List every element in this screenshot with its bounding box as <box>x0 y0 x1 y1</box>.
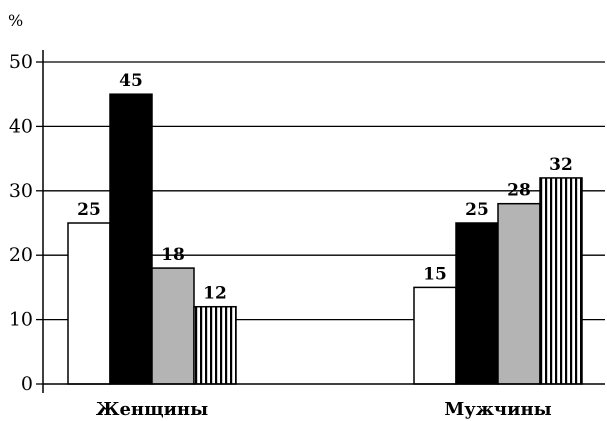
data-label: 28 <box>507 181 531 201</box>
bar-2-3 <box>497 202 541 385</box>
bar-1-2 <box>109 93 153 385</box>
data-labels: 25 45 18 12 15 25 28 32 <box>77 71 573 304</box>
y-axis-unit-label: % <box>8 11 23 30</box>
bars <box>67 93 583 385</box>
x-category-label: Мужчины <box>444 399 551 420</box>
bar-1-1 <box>67 222 111 385</box>
x-category-label: Женщины <box>96 399 208 420</box>
bar-1-4 <box>193 305 237 385</box>
data-label: 45 <box>119 71 143 91</box>
data-label: 25 <box>77 200 101 220</box>
bar-1-3 <box>151 267 195 385</box>
axes <box>42 50 605 393</box>
data-label: 25 <box>465 200 489 220</box>
data-label: 15 <box>423 264 447 284</box>
y-axis-ticks: 0 10 20 30 40 50 <box>9 51 43 395</box>
bar-2-4 <box>539 177 583 385</box>
data-label: 18 <box>161 245 185 265</box>
y-tick-label: 0 <box>21 373 33 395</box>
y-tick-label: 40 <box>9 115 33 137</box>
y-tick-label: 30 <box>9 180 33 202</box>
y-tick-label: 10 <box>9 309 33 331</box>
bar-2-1 <box>413 286 457 385</box>
category-labels: Женщины Мужчины <box>96 399 552 420</box>
data-label: 32 <box>549 155 573 175</box>
data-label: 12 <box>203 284 227 304</box>
y-tick-label: 50 <box>9 51 33 73</box>
y-tick-label: 20 <box>9 244 33 266</box>
bar-2-2 <box>455 222 499 385</box>
